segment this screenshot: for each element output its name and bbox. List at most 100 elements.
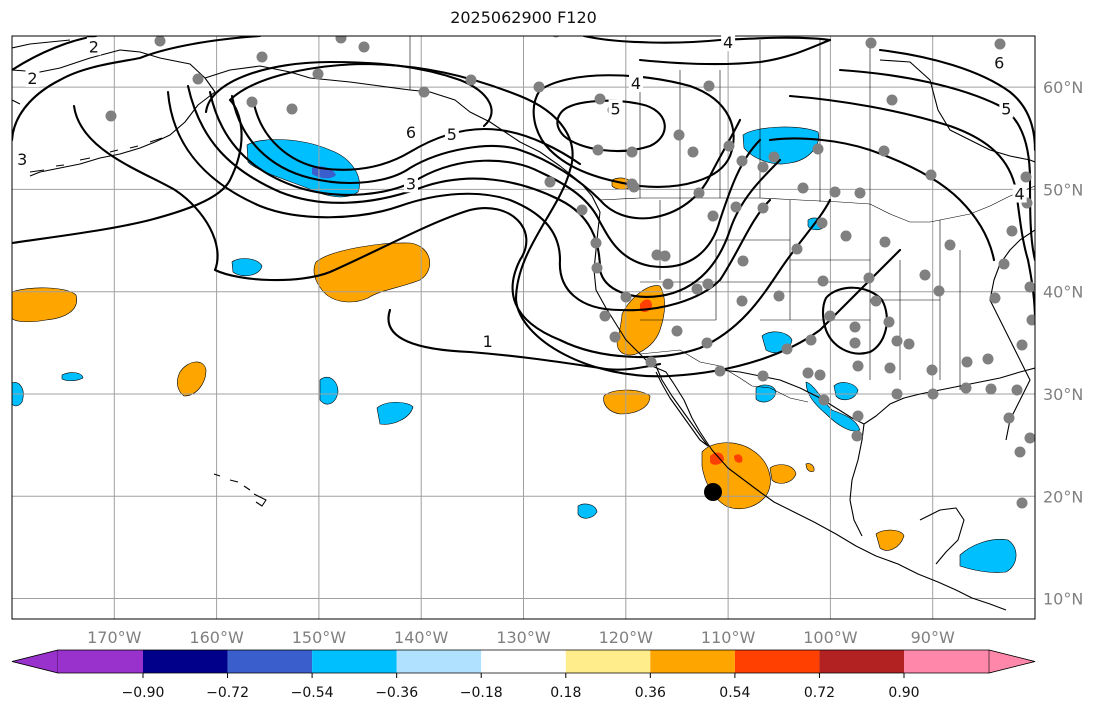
station-marker bbox=[944, 239, 956, 251]
station-marker bbox=[736, 295, 748, 307]
station-marker bbox=[851, 430, 863, 442]
colorbar-segment bbox=[312, 650, 397, 673]
station-marker bbox=[192, 73, 204, 85]
station-marker bbox=[599, 310, 611, 322]
contour-label-background bbox=[25, 68, 40, 87]
longitude-label: 100°W bbox=[803, 628, 858, 647]
station-marker bbox=[703, 80, 715, 92]
station-marker bbox=[687, 146, 699, 158]
station-marker bbox=[757, 202, 769, 214]
anomaly-fill-layer bbox=[12, 126, 1017, 573]
station-marker bbox=[358, 41, 370, 53]
station-marker bbox=[651, 249, 663, 261]
positive-anomaly-area bbox=[769, 464, 797, 484]
station-marker bbox=[256, 51, 268, 63]
station-marker bbox=[919, 269, 931, 281]
contour-east-6 bbox=[878, 48, 1035, 152]
strong-positive-anomaly-area bbox=[710, 452, 724, 465]
station-markers bbox=[105, 36, 1035, 509]
alaska-coastline bbox=[12, 49, 601, 213]
station-marker bbox=[465, 74, 477, 86]
station-marker bbox=[817, 275, 829, 287]
contour-label: 5 bbox=[610, 100, 620, 119]
latitude-labels: 60°N 50°N 40°N 30°N 20°N 10°N bbox=[1043, 78, 1083, 608]
contour-label-background bbox=[721, 33, 736, 52]
station-marker bbox=[805, 334, 817, 346]
station-marker bbox=[105, 110, 117, 122]
longitude-labels: 170°W 160°W 150°W 140°W 130°W 120°W 110°W 100°W… bbox=[87, 628, 955, 647]
station-marker bbox=[1020, 171, 1032, 183]
station-marker bbox=[840, 230, 852, 242]
station-marker bbox=[154, 36, 166, 47]
station-marker bbox=[246, 96, 258, 108]
station-marker bbox=[662, 278, 674, 290]
colorbar-segment bbox=[143, 650, 228, 673]
colorbar-segment bbox=[819, 650, 904, 673]
station-marker bbox=[691, 283, 703, 295]
colorbar-segment bbox=[904, 650, 989, 673]
contour-label: 1 bbox=[483, 332, 493, 351]
station-marker bbox=[1014, 446, 1026, 458]
station-marker bbox=[1006, 225, 1018, 237]
contour-label: 6 bbox=[994, 54, 1004, 73]
coastlines bbox=[12, 39, 1035, 611]
contour-label: 3 bbox=[17, 150, 27, 169]
east-asia-coast bbox=[12, 39, 71, 105]
station-marker bbox=[814, 369, 826, 381]
latitude-label: 60°N bbox=[1043, 78, 1083, 97]
graticule bbox=[12, 36, 1035, 619]
east-coast bbox=[989, 229, 1035, 441]
station-marker bbox=[723, 140, 735, 152]
longitude-label: 170°W bbox=[87, 628, 142, 647]
contour-label-background bbox=[403, 174, 418, 193]
longitude-label: 110°W bbox=[701, 628, 756, 647]
contour-1-inner bbox=[387, 308, 662, 371]
station-marker bbox=[714, 365, 726, 377]
contour-label-background bbox=[480, 331, 495, 350]
station-marker bbox=[989, 292, 1001, 304]
station-marker bbox=[757, 370, 769, 382]
colorbar-segment bbox=[734, 650, 820, 673]
contour-6-trough bbox=[252, 102, 582, 171]
longitude-label: 90°W bbox=[911, 628, 955, 647]
station-marker bbox=[773, 290, 785, 302]
colorbar-tick-label: −0.54 bbox=[291, 685, 334, 701]
station-marker bbox=[852, 360, 864, 372]
station-marker bbox=[1026, 314, 1035, 326]
contour-east-5 bbox=[838, 68, 1035, 262]
contour-label: 6 bbox=[406, 123, 416, 142]
station-marker bbox=[891, 335, 903, 347]
longitude-label: 150°W bbox=[292, 628, 347, 647]
colorbar-tick-label: 0.54 bbox=[719, 685, 750, 701]
station-marker bbox=[626, 146, 638, 158]
station-marker bbox=[609, 331, 621, 343]
contour-label-background bbox=[444, 125, 459, 144]
negative-anomaly-area bbox=[959, 539, 1017, 573]
negative-anomaly-area bbox=[319, 376, 339, 405]
station-marker bbox=[802, 367, 814, 379]
gulf-coast bbox=[719, 367, 1035, 565]
negative-anomaly-area bbox=[231, 258, 263, 277]
longitude-label: 120°W bbox=[599, 628, 654, 647]
hudson-bay bbox=[879, 59, 1035, 163]
station-marker bbox=[693, 187, 705, 199]
negative-anomaly-area bbox=[61, 372, 84, 382]
strong-positive-anomaly-area bbox=[734, 454, 743, 463]
station-marker bbox=[886, 94, 898, 106]
station-marker bbox=[791, 243, 803, 255]
contour-outer-ridge bbox=[72, 104, 832, 359]
station-marker bbox=[286, 103, 298, 115]
contour-4-outer-low bbox=[532, 74, 735, 188]
station-marker bbox=[824, 310, 836, 322]
positive-anomaly-area bbox=[805, 463, 815, 472]
station-marker bbox=[544, 176, 556, 188]
station-marker bbox=[737, 255, 749, 267]
colorbar-segment bbox=[396, 650, 482, 673]
station-marker bbox=[849, 337, 861, 349]
colorbar-tick-labels: −0.90 −0.72 −0.54 −0.36 −0.18 0.18 0.36 0.54 0.7… bbox=[122, 673, 920, 701]
station-marker bbox=[591, 262, 603, 274]
station-marker bbox=[1003, 412, 1015, 424]
station-marker bbox=[736, 155, 748, 167]
